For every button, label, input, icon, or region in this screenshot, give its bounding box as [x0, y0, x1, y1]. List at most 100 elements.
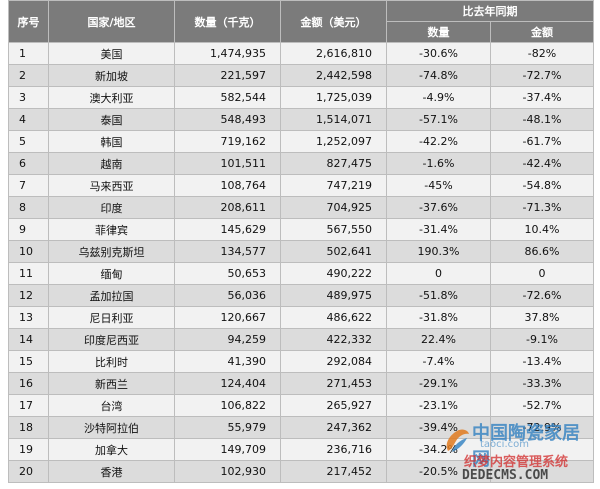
cell-amount: 489,975	[280, 284, 387, 307]
cell-quantity: 548,493	[174, 108, 281, 131]
cell-yoy-quantity: -51.8%	[386, 284, 491, 307]
table-row: 15 比利时 41,390 292,084 -7.4% -13.4%	[8, 350, 594, 373]
cell-amount: 502,641	[280, 240, 387, 263]
cell-index: 20	[8, 460, 49, 483]
cell-country: 缅甸	[48, 262, 175, 285]
cell-yoy-quantity: -29.1%	[386, 372, 491, 395]
cell-country: 泰国	[48, 108, 175, 131]
cell-index: 8	[8, 196, 49, 219]
cell-yoy-amount: -61.7%	[490, 130, 594, 153]
cell-yoy-amount: -72.6%	[490, 284, 594, 307]
cell-index: 17	[8, 394, 49, 417]
cell-quantity: 149,709	[174, 438, 281, 461]
cell-yoy-quantity: -39.4%	[386, 416, 491, 439]
cell-index: 16	[8, 372, 49, 395]
cell-yoy-quantity: -23.1%	[386, 394, 491, 417]
cell-quantity: 221,597	[174, 64, 281, 87]
cell-yoy-quantity: -34.2%	[386, 438, 491, 461]
cell-amount: 422,332	[280, 328, 387, 351]
cell-amount: 1,725,039	[280, 86, 387, 109]
cell-index: 9	[8, 218, 49, 241]
cell-index: 11	[8, 262, 49, 285]
header-yoy-quantity: 数量	[386, 21, 491, 43]
cell-yoy-quantity: -74.8%	[386, 64, 491, 87]
cell-quantity: 108,764	[174, 174, 281, 197]
cell-amount: 1,514,071	[280, 108, 387, 131]
cell-yoy-quantity: -7.4%	[386, 350, 491, 373]
table-row: 7 马来西亚 108,764 747,219 -45% -54.8%	[8, 174, 594, 197]
cell-yoy-quantity: 22.4%	[386, 328, 491, 351]
cell-yoy-amount	[490, 460, 594, 483]
cell-country: 马来西亚	[48, 174, 175, 197]
cell-index: 5	[8, 130, 49, 153]
cell-quantity: 134,577	[174, 240, 281, 263]
cell-yoy-amount: -72.7%	[490, 64, 594, 87]
table-row: 12 孟加拉国 56,036 489,975 -51.8% -72.6%	[8, 284, 594, 307]
cell-country: 乌兹别克斯坦	[48, 240, 175, 263]
cell-quantity: 55,979	[174, 416, 281, 439]
cell-amount: 747,219	[280, 174, 387, 197]
header-amount: 金额（美元）	[280, 0, 387, 43]
cell-amount: 704,925	[280, 196, 387, 219]
cell-quantity: 582,544	[174, 86, 281, 109]
cell-yoy-quantity: 190.3%	[386, 240, 491, 263]
cell-yoy-amount: 0	[490, 262, 594, 285]
cell-index: 19	[8, 438, 49, 461]
table-row: 16 新西兰 124,404 271,453 -29.1% -33.3%	[8, 372, 594, 395]
table-row: 17 台湾 106,822 265,927 -23.1% -52.7%	[8, 394, 594, 417]
cell-country: 新加坡	[48, 64, 175, 87]
cell-country: 香港	[48, 460, 175, 483]
table-row: 14 印度尼西亚 94,259 422,332 22.4% -9.1%	[8, 328, 594, 351]
cell-yoy-quantity: -37.6%	[386, 196, 491, 219]
table-row: 6 越南 101,511 827,475 -1.6% -42.4%	[8, 152, 594, 175]
cell-quantity: 94,259	[174, 328, 281, 351]
cell-country: 澳大利亚	[48, 86, 175, 109]
cell-quantity: 120,667	[174, 306, 281, 329]
cell-yoy-amount: -72.9%	[490, 416, 594, 439]
cell-amount: 2,616,810	[280, 42, 387, 65]
cell-index: 12	[8, 284, 49, 307]
cell-index: 15	[8, 350, 49, 373]
cell-yoy-amount: 37.8%	[490, 306, 594, 329]
cell-index: 18	[8, 416, 49, 439]
cell-country: 菲律宾	[48, 218, 175, 241]
cell-amount: 486,622	[280, 306, 387, 329]
cell-country: 印度尼西亚	[48, 328, 175, 351]
cell-quantity: 145,629	[174, 218, 281, 241]
cell-yoy-quantity: -4.9%	[386, 86, 491, 109]
header-row-sub: 数量 金额	[9, 21, 594, 43]
cell-amount: 1,252,097	[280, 130, 387, 153]
cell-index: 4	[8, 108, 49, 131]
cell-quantity: 101,511	[174, 152, 281, 175]
cell-yoy-quantity: -1.6%	[386, 152, 491, 175]
cell-yoy-amount: -48.1%	[490, 108, 594, 131]
cell-yoy-amount: -54.8%	[490, 174, 594, 197]
cell-yoy-quantity: 0	[386, 262, 491, 285]
cell-index: 14	[8, 328, 49, 351]
cell-yoy-amount: 86.6%	[490, 240, 594, 263]
cell-country: 孟加拉国	[48, 284, 175, 307]
cell-country: 尼日利亚	[48, 306, 175, 329]
cell-amount: 236,716	[280, 438, 387, 461]
header-yoy-amount: 金额	[490, 21, 594, 43]
cell-yoy-amount	[490, 438, 594, 461]
table-row: 5 韩国 719,162 1,252,097 -42.2% -61.7%	[8, 130, 594, 153]
cell-country: 美国	[48, 42, 175, 65]
table-row: 11 缅甸 50,653 490,222 0 0	[8, 262, 594, 285]
cell-quantity: 719,162	[174, 130, 281, 153]
cell-quantity: 41,390	[174, 350, 281, 373]
country-import-table: 序号 国家/地区 数量（千克） 金额（美元） 比去年同期 数量 金额 1 美国 1,…	[8, 0, 594, 483]
table-row: 8 印度 208,611 704,925 -37.6% -71.3%	[8, 196, 594, 219]
cell-yoy-amount: -71.3%	[490, 196, 594, 219]
cell-index: 3	[8, 86, 49, 109]
cell-yoy-quantity: -42.2%	[386, 130, 491, 153]
cell-country: 新西兰	[48, 372, 175, 395]
cell-index: 7	[8, 174, 49, 197]
cell-yoy-amount: -9.1%	[490, 328, 594, 351]
cell-quantity: 56,036	[174, 284, 281, 307]
cell-country: 韩国	[48, 130, 175, 153]
cell-yoy-amount: -37.4%	[490, 86, 594, 109]
cell-amount: 827,475	[280, 152, 387, 175]
header-quantity: 数量（千克）	[174, 0, 281, 43]
cell-yoy-quantity: -57.1%	[386, 108, 491, 131]
